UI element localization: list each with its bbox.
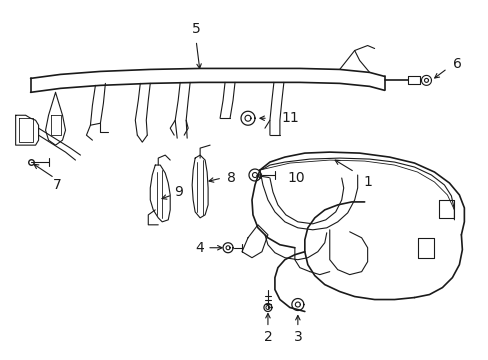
Text: 10: 10 bbox=[287, 171, 305, 185]
Text: 2: 2 bbox=[263, 330, 272, 345]
Text: 11: 11 bbox=[281, 111, 299, 125]
Text: 9: 9 bbox=[173, 185, 182, 199]
Text: 8: 8 bbox=[226, 171, 235, 185]
Text: 1: 1 bbox=[363, 175, 371, 189]
Text: 3: 3 bbox=[293, 330, 302, 345]
Text: 6: 6 bbox=[452, 58, 461, 71]
Text: 4: 4 bbox=[195, 241, 204, 255]
Text: 7: 7 bbox=[53, 178, 62, 192]
Text: 5: 5 bbox=[191, 22, 200, 36]
